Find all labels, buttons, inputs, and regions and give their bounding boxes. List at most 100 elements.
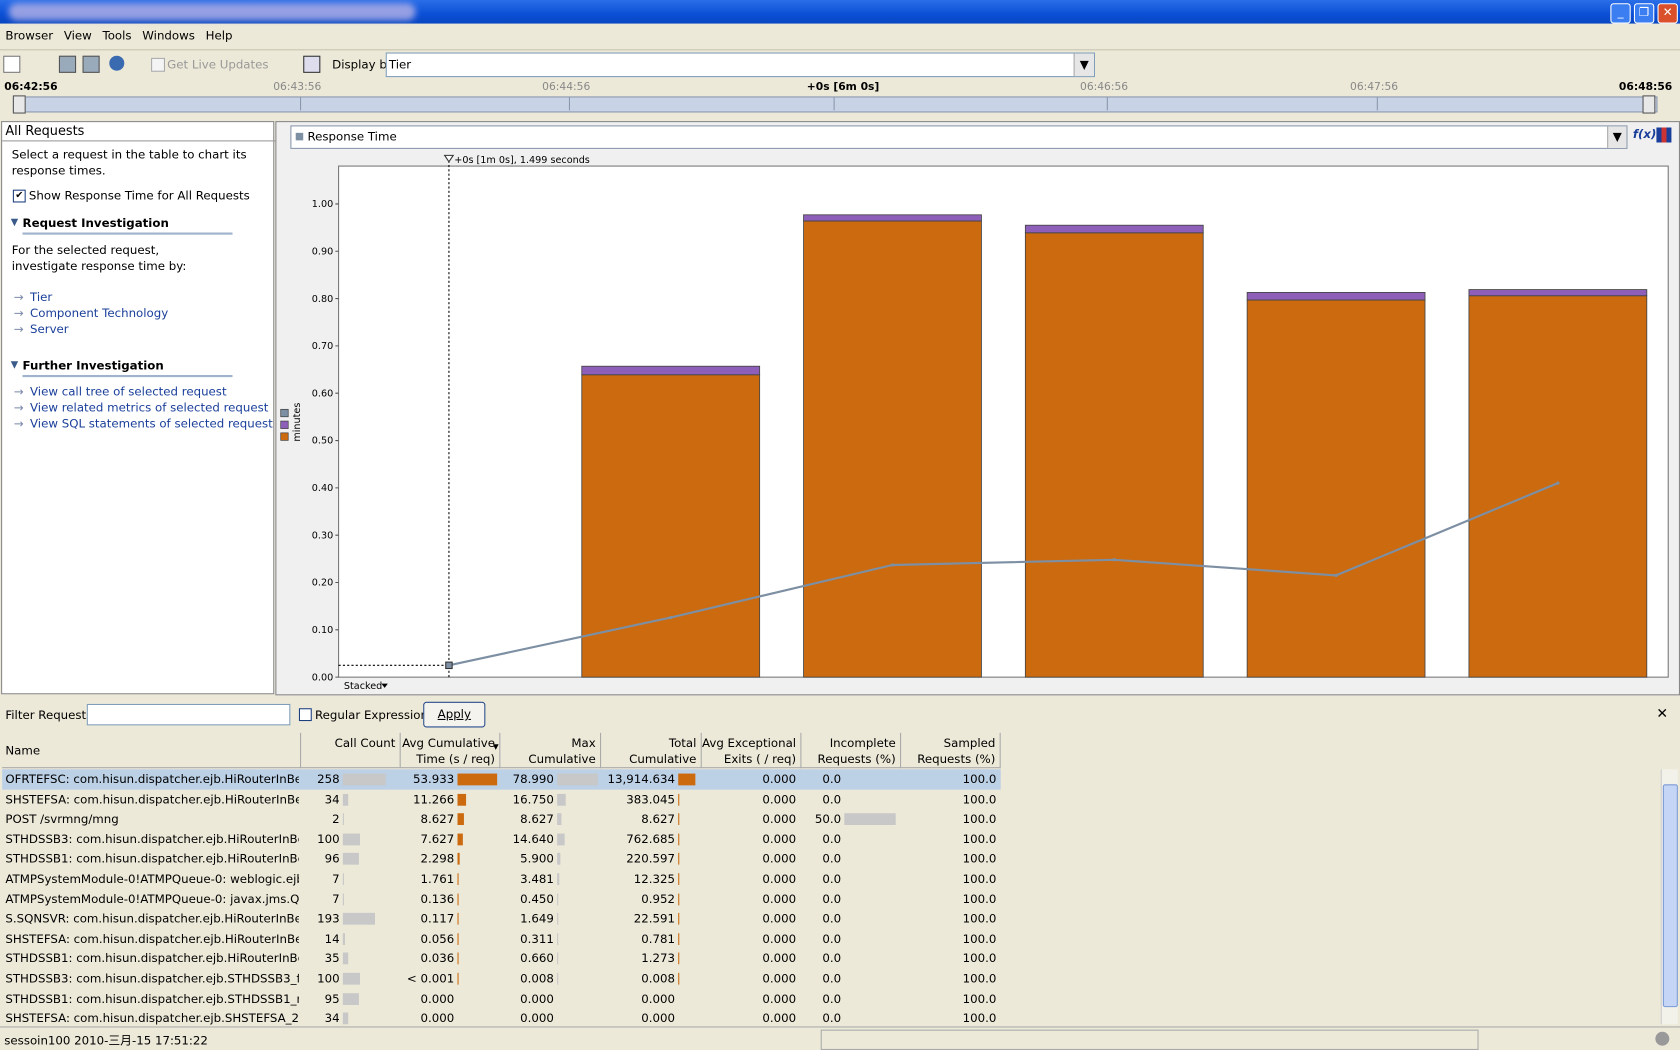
table-row[interactable]: SHSTEFSA: com.hisun.dispatcher.ejb.HiRou…: [2, 789, 1001, 809]
checkbox[interactable]: ✔: [12, 189, 26, 203]
menu-item[interactable]: Tools: [102, 28, 132, 43]
cell: 100.0: [962, 911, 997, 926]
column-header[interactable]: Incomplete Requests (%): [801, 732, 902, 769]
cell: 0.000: [762, 1011, 797, 1026]
column-header[interactable]: Call Count: [301, 732, 401, 769]
table-row[interactable]: OFRTEFSC: com.hisun.dispatcher.ejb.HiRou…: [2, 769, 1001, 790]
mini-bar: [457, 913, 459, 925]
live-updates-checkbox[interactable]: [151, 57, 166, 72]
table-row[interactable]: SHSTEFSA: com.hisun.dispatcher.ejb.HiRou…: [2, 929, 1001, 949]
table-row[interactable]: STHDSSB1: com.hisun.dispatcher.ejb.HiRou…: [2, 849, 1001, 869]
cell: 0.0: [822, 911, 842, 926]
cell: 12.325: [633, 872, 676, 887]
table-row[interactable]: ATMPSystemModule-0!ATMPQueue-0: javax.jm…: [2, 889, 1001, 909]
cell: 100.0: [962, 991, 997, 1006]
table-row[interactable]: SHSTEFSA: com.hisun.dispatcher.ejb.SHSTE…: [2, 1008, 1001, 1028]
close-button[interactable]: ✕: [1657, 3, 1678, 24]
cell: 0.056: [420, 931, 455, 946]
legend-swatch: [280, 420, 289, 429]
cell: STHDSSB3: com.hisun.dispatcher.ejb.HiRou…: [5, 832, 299, 847]
mini-bar: [342, 773, 386, 786]
cell: 96: [324, 852, 340, 867]
menu-item[interactable]: Browser: [5, 28, 54, 43]
column-header[interactable]: Total Cumulative Time (s): [601, 732, 702, 782]
menu-item[interactable]: Help: [205, 28, 233, 43]
menu-item[interactable]: View: [63, 28, 92, 43]
scroll-thumb[interactable]: [1662, 784, 1678, 1008]
cell: 8.627: [420, 812, 455, 827]
mini-bar: [342, 853, 359, 866]
cell: 0.000: [762, 971, 797, 986]
link[interactable]: View call tree of selected request: [30, 384, 227, 399]
link[interactable]: View SQL statements of selected request: [30, 416, 273, 431]
column-header[interactable]: Max Cumulative Time (s): [500, 732, 602, 782]
globe-icon[interactable]: [109, 55, 125, 71]
mini-bar: [457, 873, 459, 886]
table-row[interactable]: ATMPSystemModule-0!ATMPQueue-0: weblogic…: [2, 869, 1001, 889]
timeline-handle[interactable]: [12, 95, 26, 114]
mini-bar: [342, 833, 360, 846]
mini-bar: [678, 913, 680, 925]
column-header[interactable]: Avg Exceptional Exits ( / req): [701, 732, 802, 769]
table-row[interactable]: S.SQNSVR: com.hisun.dispatcher.ejb.HiRou…: [2, 909, 1001, 929]
chart-selector[interactable]: Response Time ▼: [290, 125, 1628, 149]
cell: 100.0: [962, 892, 997, 906]
cell: < 0.001: [406, 971, 455, 986]
collapse-arrow[interactable]: ▼: [10, 217, 19, 229]
cell: 0.0: [822, 991, 842, 1006]
cell: 0.0: [822, 852, 842, 867]
table-row[interactable]: STHDSSB3: com.hisun.dispatcher.ejb.HiRou…: [2, 829, 1001, 849]
function-icon[interactable]: f(x): [1632, 127, 1657, 142]
cell: 35: [324, 951, 340, 966]
cell: SHSTEFSA: com.hisun.dispatcher.ejb.HiRou…: [5, 792, 299, 807]
collapse-arrow[interactable]: ▼: [10, 360, 19, 371]
regex-checkbox[interactable]: [298, 708, 312, 722]
cell: ATMPSystemModule-0!ATMPQueue-0: weblogic…: [5, 872, 299, 887]
cell: 0.000: [762, 852, 797, 867]
link[interactable]: Component Technology: [30, 306, 169, 321]
close-filter[interactable]: ✕: [1656, 706, 1669, 723]
chart-icon[interactable]: [1656, 127, 1672, 143]
new-icon[interactable]: [3, 55, 21, 73]
table-row[interactable]: STHDSSB1: com.hisun.dispatcher.ejb.HiRou…: [2, 949, 1001, 969]
link[interactable]: Tier: [30, 290, 53, 305]
mini-bar: [557, 853, 561, 866]
cell: 1.649: [520, 911, 554, 926]
cell: 0.952: [641, 892, 676, 906]
minimize-button[interactable]: _: [1610, 3, 1631, 24]
bar-segment: [581, 374, 761, 678]
mini-bar: [457, 932, 459, 945]
table-row[interactable]: STHDSSB3: com.hisun.dispatcher.ejb.STHDS…: [2, 969, 1001, 989]
cell: 100.0: [962, 931, 997, 946]
y-axis-label: minutes: [292, 403, 303, 442]
toolbar-icon[interactable]: [82, 55, 100, 73]
line-series: [448, 482, 1559, 667]
marker-point: [445, 661, 453, 670]
filter-input[interactable]: [86, 703, 291, 726]
timeline-handle[interactable]: [1642, 95, 1656, 114]
display-by-select[interactable]: Tier ▼: [385, 52, 1096, 78]
link[interactable]: View related metrics of selected request: [30, 400, 269, 415]
y-tick-label: 0.60: [312, 388, 333, 399]
scrollbar[interactable]: [1660, 769, 1678, 1025]
mini-bar: [844, 813, 896, 826]
menu-item[interactable]: Windows: [142, 28, 195, 43]
mini-bar: [342, 992, 359, 1005]
cell: 0.036: [420, 951, 455, 966]
column-header[interactable]: Sampled Requests (%): [901, 732, 1001, 769]
toolbar-toggle[interactable]: [303, 55, 321, 73]
y-tick-label: 0.20: [312, 578, 333, 589]
toolbar-icon[interactable]: [58, 55, 77, 73]
table-row[interactable]: POST /svrmng/mng 2 8.627 8.627 8.627 0.000 50.…: [2, 809, 1001, 829]
column-header[interactable]: Avg Cumulative Time (s / req): [400, 732, 501, 769]
link[interactable]: Server: [30, 322, 69, 337]
table-row[interactable]: STHDSSB1: com.hisun.dispatcher.ejb.STHDS…: [2, 988, 1001, 1008]
y-tick-label: 0.90: [312, 246, 333, 257]
mini-bar: [342, 952, 349, 965]
link-arrow: →: [13, 306, 24, 321]
line-point: [1556, 481, 1560, 485]
column-header[interactable]: Name: [2, 732, 302, 769]
apply-button[interactable]: Apply: [423, 701, 486, 728]
cell: 11.266: [413, 792, 455, 807]
maximize-button[interactable]: ❐: [1633, 3, 1655, 24]
